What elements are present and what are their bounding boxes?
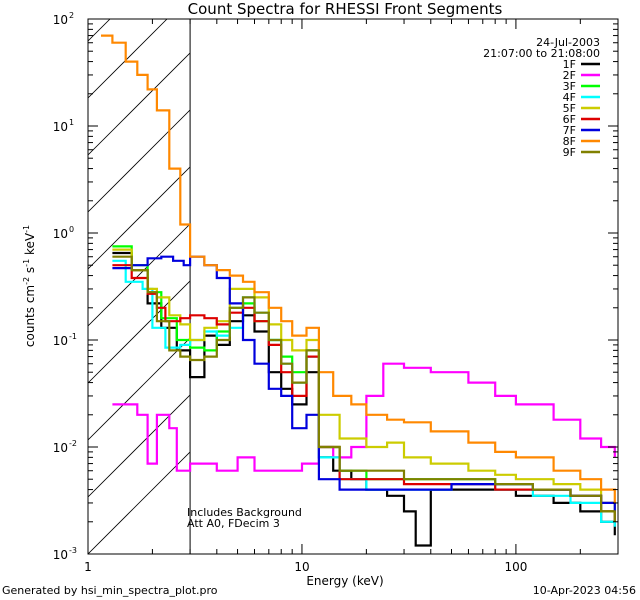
ylabel-mid: s — [23, 267, 37, 277]
y-tick-exponent: -1 — [69, 332, 77, 341]
x-tick-label: 1 — [84, 560, 92, 574]
chart-title: Count Spectra for RHESSI Front Segments — [188, 0, 503, 18]
time-range-label: 21:07:00 to 21:08:00 — [483, 47, 600, 60]
y-tick-exponent: -2 — [69, 439, 77, 448]
y-tick-label: 10 — [53, 548, 68, 562]
legend-label-4F: 4F — [563, 91, 576, 104]
ylabel-base: counts cm — [23, 285, 37, 347]
legend-label-6F: 6F — [563, 113, 576, 126]
footer-timestamp: 10-Apr-2023 04:56 — [533, 584, 636, 597]
legend-label-9F: 9F — [563, 146, 576, 159]
x-tick-label: 100 — [504, 560, 527, 574]
series-lines — [101, 34, 616, 547]
y-tick-label: 10 — [53, 227, 68, 241]
series-line-4F — [112, 259, 616, 527]
ylabel-exp1: -2 — [22, 277, 31, 285]
legend-label-8F: 8F — [563, 135, 576, 148]
hatch-line — [88, 19, 168, 99]
hatch-line — [88, 166, 191, 270]
series-line-3F — [112, 245, 616, 522]
hatch-line — [88, 19, 111, 42]
y-tick-label: 10 — [53, 13, 68, 27]
y-tick-label: 10 — [53, 441, 68, 455]
legend-label-2F: 2F — [563, 69, 576, 82]
ylabel-exp2: -1 — [22, 259, 31, 267]
y-tick-exponent: 0 — [69, 225, 74, 234]
hatch-line — [88, 109, 191, 213]
hatch-line — [88, 451, 191, 554]
hatch-line — [88, 280, 191, 384]
y-tick-exponent: 1 — [69, 118, 74, 127]
hatch-line — [88, 223, 191, 327]
series-line-6F — [112, 264, 616, 522]
y-axis-label: counts cm-2 s-1 keV-1 — [22, 225, 37, 347]
series-line-8F — [101, 34, 616, 503]
footer-generated-by: Generated by hsi_min_spectra_plot.pro — [2, 584, 218, 597]
series-line-9F — [112, 255, 616, 522]
plot-frame — [87, 18, 619, 555]
y-tick-label: 10 — [53, 334, 68, 348]
y-tick-label: 10 — [53, 120, 68, 134]
x-tick-label: 10 — [294, 560, 309, 574]
series-line-7F — [112, 255, 616, 512]
legend-label-5F: 5F — [563, 102, 576, 115]
annotation-background: Includes Background — [187, 506, 302, 519]
series-line-2F — [112, 362, 616, 472]
hatch-line — [88, 52, 191, 156]
x-axis-label: Energy (keV) — [306, 574, 383, 588]
ylabel-tail: keV — [23, 232, 37, 259]
series-line-1F — [112, 251, 616, 547]
legend-label-3F: 3F — [563, 80, 576, 93]
legend-label-7F: 7F — [563, 124, 576, 137]
annotation-attenuator: Att A0, FDecim 3 — [187, 517, 280, 530]
hatch-line — [88, 337, 191, 441]
series-line-5F — [112, 248, 616, 512]
svg-text:counts cm-2 s-1 keV-1: counts cm-2 s-1 keV-1 — [22, 225, 37, 347]
legend-label-1F: 1F — [563, 58, 576, 71]
hatch-line — [88, 394, 191, 498]
y-tick-exponent: 2 — [69, 11, 74, 20]
y-tick-exponent: -3 — [69, 546, 77, 555]
date-label: 24-Jul-2003 — [536, 36, 600, 49]
ylabel-exp3: -1 — [22, 225, 31, 233]
